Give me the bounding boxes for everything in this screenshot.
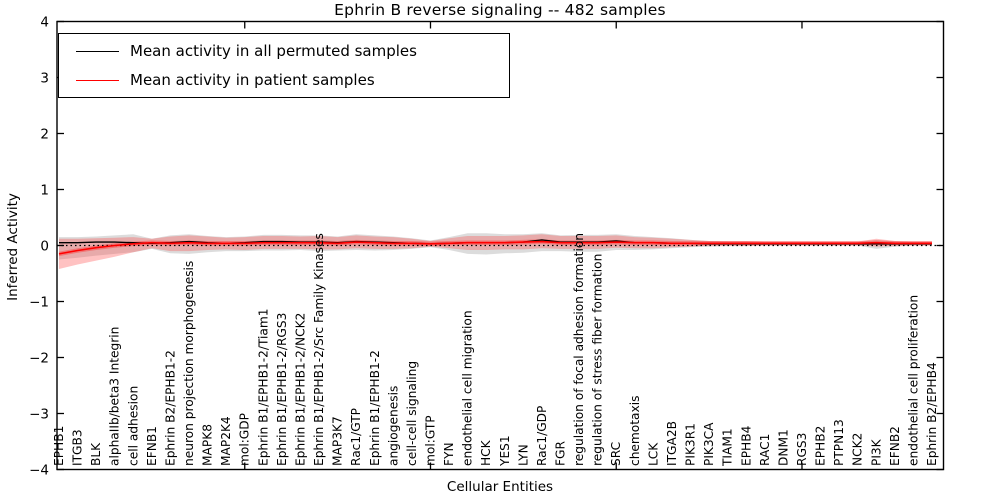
x-category-label: DNM1 — [776, 429, 790, 466]
x-category-label: SRC — [609, 442, 623, 466]
y-tick-label: −4 — [29, 462, 49, 478]
legend: Mean activity in all permuted samples Me… — [58, 33, 510, 98]
x-category-label: HCK — [479, 439, 493, 466]
x-category-label: FGR — [554, 441, 568, 466]
x-category-label: BLK — [89, 442, 103, 466]
y-tick-label: −2 — [29, 350, 49, 366]
y-tick-label: 2 — [40, 126, 49, 142]
x-category-label: NCK2 — [851, 433, 865, 466]
x-category-label: EPHB2 — [814, 426, 828, 466]
x-category-label: PIK3R1 — [684, 423, 698, 466]
x-category-label: neuron projection morphogenesis — [182, 261, 196, 466]
legend-label-patient: Mean activity in patient samples — [130, 71, 375, 89]
x-category-label: ITGB3 — [71, 429, 85, 466]
x-category-label: mol:GDP — [238, 413, 252, 466]
x-category-label: EPHB4 — [739, 425, 753, 466]
x-category-label: EFNB2 — [888, 426, 902, 466]
x-category-label: PIK3CA — [702, 422, 716, 466]
x-category-label: Rac1/GTP — [349, 408, 363, 466]
x-category-label: cell-cell signaling — [405, 361, 419, 466]
x-category-label: MAP3K7 — [331, 416, 345, 466]
x-category-label: EFNB1 — [145, 426, 159, 466]
x-category-label: Rac1/GDP — [535, 406, 549, 466]
x-category-label: TIAM1 — [721, 428, 735, 467]
x-category-label: alphaIIb/beta3 Integrin — [108, 327, 122, 466]
x-category-label: regulation of focal adhesion formation — [572, 233, 586, 466]
x-category-label: RAC1 — [758, 434, 772, 466]
x-category-label: FYN — [442, 442, 456, 466]
y-tick-label: 4 — [40, 14, 49, 30]
band-permuted-std — [59, 233, 932, 260]
x-category-label: regulation of stress fiber formation — [591, 254, 605, 466]
legend-line-permuted-swatch — [76, 50, 119, 52]
x-category-label: endothelial cell proliferation — [906, 295, 920, 466]
legend-line-patient-swatch — [76, 79, 119, 81]
x-category-label: Ephrin B1/EPHB1-2/RGS3 — [275, 313, 289, 466]
x-category-label: Ephrin B1/EPHB1-2/Src Family Kinases — [312, 233, 326, 466]
legend-item-permuted: Mean activity in all permuted samples — [76, 41, 509, 62]
y-axis-label: Inferred Activity — [5, 193, 21, 301]
legend-item-patient: Mean activity in patient samples — [76, 70, 509, 91]
y-tick-label: 1 — [40, 182, 49, 198]
x-category-label: MAPK8 — [201, 424, 215, 466]
y-tick-label: 0 — [40, 238, 49, 254]
x-category-label: Ephrin B1/EPHB1-2/Tiam1 — [256, 308, 270, 466]
x-axis-label: Cellular Entities — [446, 479, 554, 495]
x-category-label: PTPN13 — [832, 419, 846, 466]
x-category-label: Ephrin B2/EPHB1-2 — [163, 350, 177, 466]
line-patient-mean — [58, 240, 932, 255]
x-category-label: Ephrin B1/EPHB1-2 — [368, 350, 382, 466]
x-category-label: cell adhesion — [126, 386, 140, 466]
x-category-label: Ephrin B2/EPHB4 — [925, 362, 939, 466]
legend-label-permuted: Mean activity in all permuted samples — [130, 42, 417, 60]
x-category-label: angiogenesis — [386, 386, 400, 466]
x-category-label: chemotaxis — [628, 396, 642, 466]
x-category-label: YES1 — [498, 435, 512, 467]
x-category-label: EPHB1 — [52, 426, 66, 466]
x-category-label: RGS3 — [795, 433, 809, 466]
x-category-label: endothelial cell migration — [461, 310, 475, 466]
x-category-label: LYN — [516, 444, 530, 466]
x-category-label: MAP2K4 — [219, 416, 233, 466]
x-category-label: Ephrin B1/EPHB1-2/NCK2 — [293, 313, 307, 466]
x-category-label: LCK — [646, 442, 660, 466]
y-tick-label: −3 — [29, 406, 49, 422]
x-category-label: mol:GTP — [423, 415, 437, 466]
x-category-label: PI3K — [869, 438, 883, 466]
x-category-label: ITGA2B — [665, 421, 679, 466]
y-tick-label: −1 — [29, 294, 49, 310]
chart-title: Ephrin B reverse signaling -- 482 sample… — [334, 1, 666, 19]
y-tick-label: 3 — [40, 70, 49, 86]
